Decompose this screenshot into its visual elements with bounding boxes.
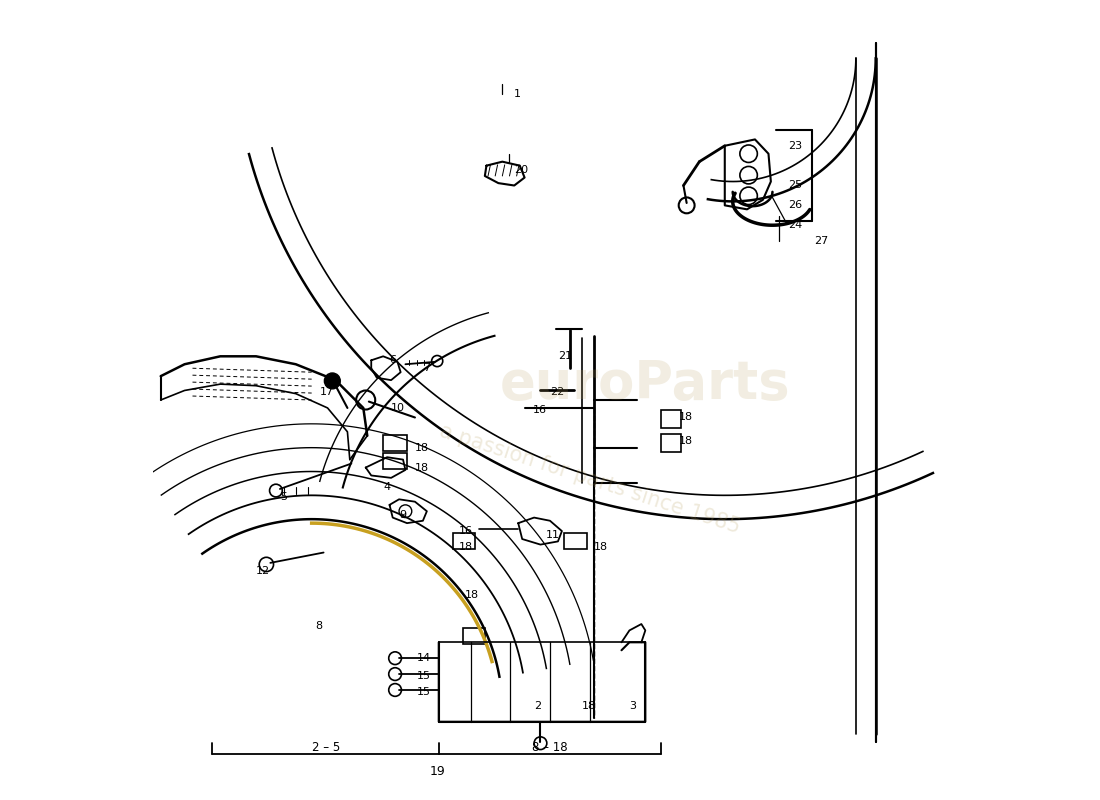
Text: 18: 18	[679, 413, 693, 422]
Text: 18: 18	[459, 542, 473, 552]
Text: 20: 20	[515, 165, 528, 174]
FancyBboxPatch shape	[564, 533, 586, 549]
Text: 8 – 18: 8 – 18	[532, 742, 568, 754]
Text: 15: 15	[417, 670, 431, 681]
FancyBboxPatch shape	[383, 435, 407, 451]
Text: 2 – 5: 2 – 5	[311, 742, 340, 754]
FancyBboxPatch shape	[453, 533, 475, 549]
Text: 18: 18	[679, 436, 693, 446]
FancyBboxPatch shape	[463, 628, 485, 644]
Text: 9: 9	[399, 510, 406, 520]
Text: 22: 22	[550, 387, 564, 397]
Circle shape	[324, 373, 340, 389]
Text: 1: 1	[515, 89, 521, 99]
FancyBboxPatch shape	[383, 454, 407, 469]
Text: 18: 18	[582, 701, 596, 711]
Text: 4: 4	[383, 482, 390, 492]
Text: 16: 16	[459, 526, 473, 536]
Text: 10: 10	[392, 403, 405, 413]
Text: 18: 18	[465, 590, 480, 600]
Text: 24: 24	[789, 220, 803, 230]
Text: 15: 15	[417, 686, 431, 697]
FancyBboxPatch shape	[661, 434, 681, 452]
Text: 17: 17	[320, 387, 333, 397]
Text: 11: 11	[546, 530, 560, 540]
FancyBboxPatch shape	[661, 410, 681, 428]
Text: 18: 18	[415, 462, 429, 473]
Text: a passion for parts since 1985: a passion for parts since 1985	[437, 422, 742, 538]
Text: 27: 27	[814, 236, 828, 246]
Text: 8: 8	[316, 622, 322, 631]
Text: 18: 18	[594, 542, 608, 552]
Text: 21: 21	[558, 351, 572, 362]
Text: 7: 7	[422, 363, 430, 374]
Text: 12: 12	[256, 566, 271, 576]
Text: euroParts: euroParts	[500, 358, 791, 410]
Text: 26: 26	[789, 200, 803, 210]
Text: 6: 6	[389, 355, 396, 366]
Text: 18: 18	[415, 442, 429, 453]
Text: 19: 19	[429, 765, 446, 778]
Text: 16: 16	[532, 405, 547, 414]
Text: 3: 3	[629, 701, 637, 711]
Text: 23: 23	[789, 141, 803, 150]
Text: 5: 5	[279, 492, 287, 502]
Text: 25: 25	[789, 181, 803, 190]
Text: 14: 14	[417, 653, 431, 663]
Text: 2: 2	[535, 701, 541, 711]
